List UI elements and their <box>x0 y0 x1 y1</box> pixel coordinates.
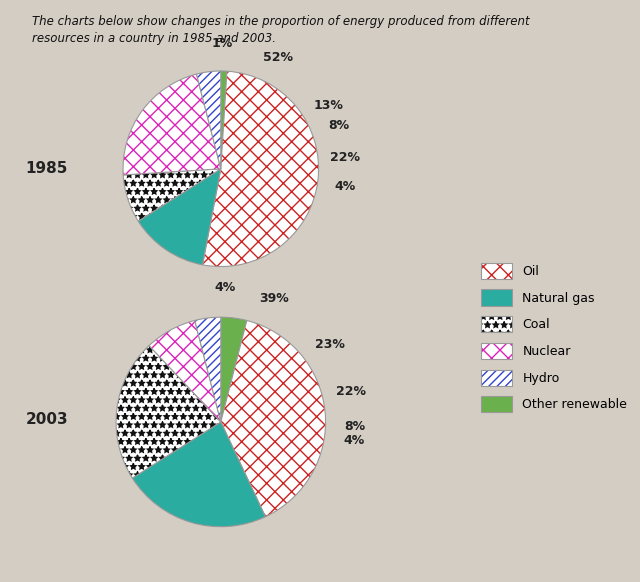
Text: 8%: 8% <box>344 420 365 433</box>
Wedge shape <box>123 74 221 175</box>
Wedge shape <box>132 422 266 527</box>
Text: 2003: 2003 <box>26 411 68 427</box>
Text: The charts below show changes in the proportion of energy produced from differen: The charts below show changes in the pro… <box>32 15 530 45</box>
Text: 22%: 22% <box>330 151 360 164</box>
Text: 1%: 1% <box>211 37 232 50</box>
Text: 39%: 39% <box>259 293 289 306</box>
Wedge shape <box>196 71 221 169</box>
Wedge shape <box>221 71 227 169</box>
Text: 1985: 1985 <box>26 161 68 176</box>
Wedge shape <box>221 317 247 422</box>
Wedge shape <box>124 169 221 221</box>
Wedge shape <box>221 321 326 517</box>
Wedge shape <box>195 317 221 422</box>
Wedge shape <box>116 346 221 478</box>
Text: 4%: 4% <box>215 282 236 294</box>
Text: 8%: 8% <box>328 119 349 133</box>
Wedge shape <box>149 321 221 422</box>
Text: 4%: 4% <box>343 434 364 447</box>
Text: 4%: 4% <box>334 180 355 193</box>
Text: 13%: 13% <box>314 99 344 112</box>
Wedge shape <box>202 71 319 267</box>
Text: 23%: 23% <box>315 338 345 350</box>
Text: 22%: 22% <box>337 385 367 398</box>
Text: 52%: 52% <box>262 51 292 64</box>
Wedge shape <box>138 169 221 265</box>
Legend: Oil, Natural gas, Coal, Nuclear, Hydro, Other renewable: Oil, Natural gas, Coal, Nuclear, Hydro, … <box>481 263 627 412</box>
